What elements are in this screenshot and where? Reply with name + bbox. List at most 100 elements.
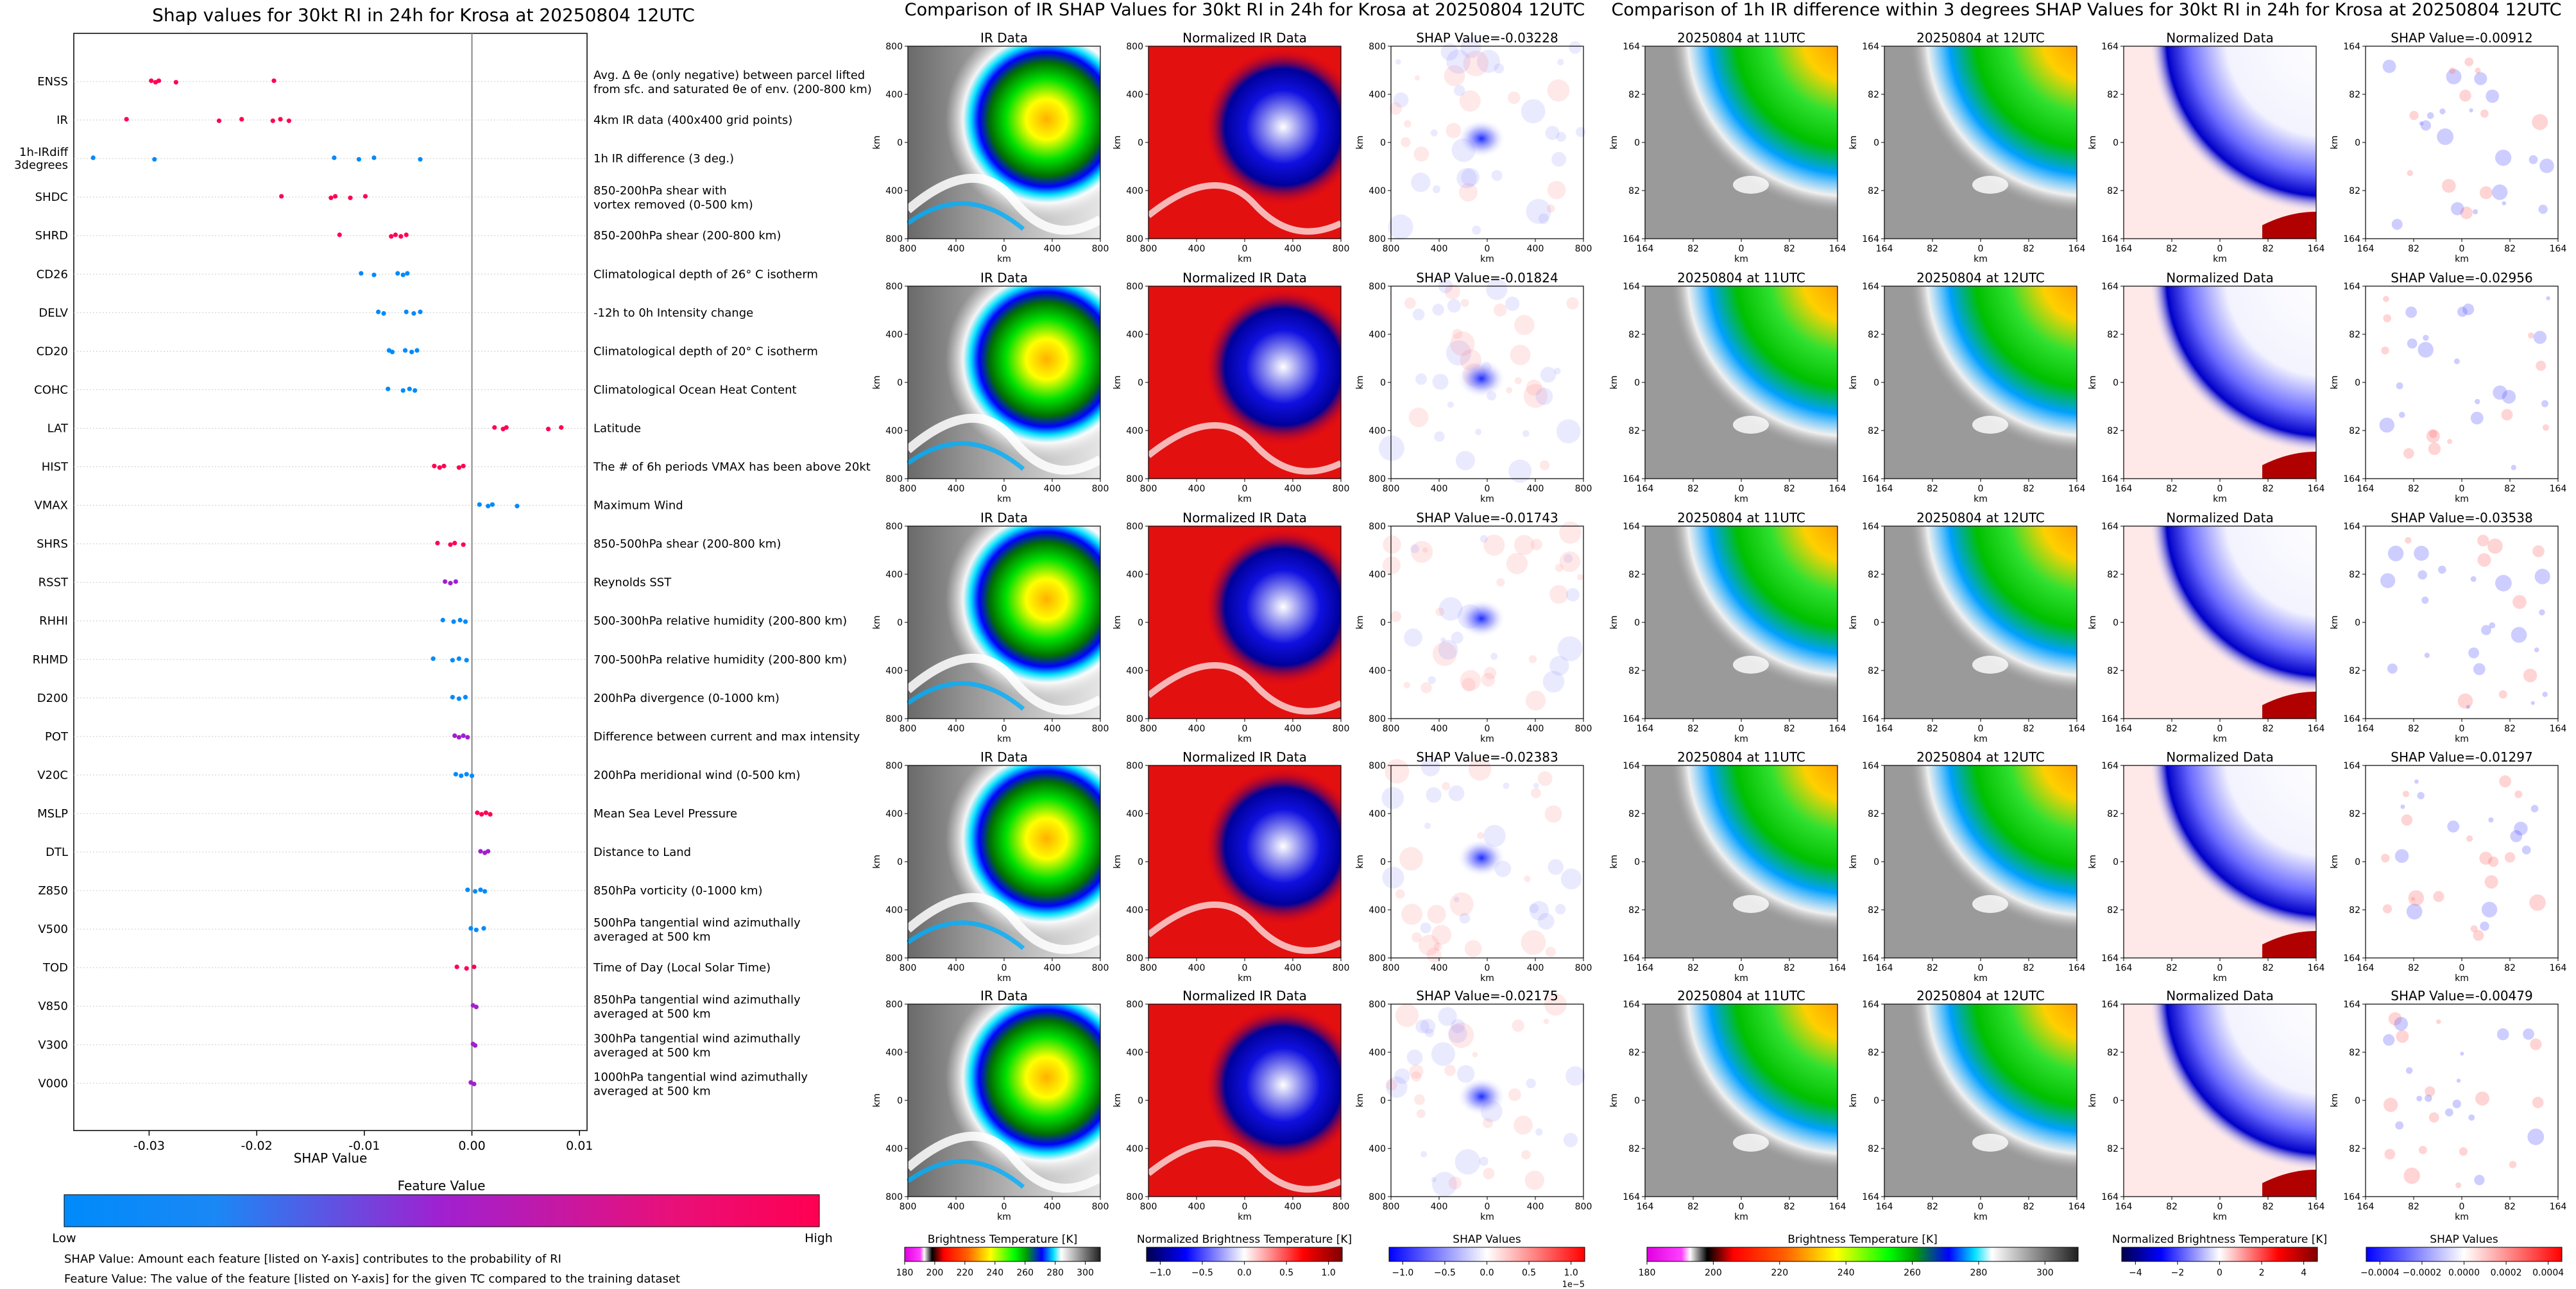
x-tick-label: 800 bbox=[1383, 244, 1400, 254]
y-tick-label: 164 bbox=[2343, 953, 2360, 964]
shap-speckle bbox=[1537, 912, 1555, 930]
y-tick-label: 164 bbox=[1862, 234, 1879, 244]
y-tick-label: 800 bbox=[1126, 1192, 1143, 1202]
colorbar-tick-label: 180 bbox=[896, 1268, 914, 1278]
y-tick-label: 164 bbox=[2101, 1192, 2119, 1202]
x-tick-label: 164 bbox=[2068, 484, 2086, 494]
feature-label: V300 bbox=[38, 1038, 68, 1052]
shap-point bbox=[90, 155, 96, 160]
feature-description: 700-500hPa relative humidity (200-800 km… bbox=[593, 653, 847, 667]
shap-point bbox=[173, 80, 178, 85]
x-tick-label: 0 bbox=[1739, 244, 1744, 254]
irdiff-warm-strip bbox=[2262, 1170, 2316, 1197]
irdiff-shap-speckle bbox=[2387, 545, 2404, 561]
shap-point bbox=[461, 733, 466, 738]
shap-speckle bbox=[1446, 340, 1472, 366]
x-tick-label: 400 bbox=[1431, 1202, 1448, 1212]
colorbar-title: Feature Value bbox=[398, 1178, 486, 1193]
colorbar-tick-label: −0.0002 bbox=[2403, 1268, 2442, 1278]
shap-core bbox=[1457, 1077, 1506, 1116]
x-tick-label: 164 bbox=[2115, 484, 2133, 494]
y-tick-label: 0 bbox=[897, 857, 903, 867]
x-tick-label: 0 bbox=[1002, 1202, 1007, 1212]
y-tick-label: 164 bbox=[2343, 714, 2360, 724]
irdiff-clear-spot bbox=[1733, 416, 1769, 434]
panel-title: Normalized IR Data bbox=[1182, 510, 1307, 525]
shap-speckle bbox=[1563, 1132, 1578, 1147]
shap-speckle bbox=[1510, 345, 1531, 366]
irdiff-shap-speckle bbox=[2394, 849, 2409, 863]
feature-label: RSST bbox=[38, 576, 69, 590]
irdiff-storm-edge bbox=[1645, 765, 1838, 958]
x-tick-label: 82 bbox=[2504, 1202, 2516, 1212]
shap-speckle bbox=[1425, 1028, 1435, 1037]
y-axis-label: km bbox=[1609, 1093, 1619, 1107]
shap-speckle bbox=[1506, 387, 1513, 393]
shap-speckle bbox=[1426, 787, 1442, 803]
shap-speckle bbox=[1438, 640, 1458, 660]
shap-speckle bbox=[1493, 303, 1507, 317]
panel-title: SHAP Value=-0.02383 bbox=[1416, 749, 1558, 765]
irdiff-storm-edge bbox=[1884, 526, 2077, 719]
feature-label: LAT bbox=[47, 422, 69, 435]
irdiff-shap-speckle bbox=[2426, 429, 2440, 443]
y-tick-label: 800 bbox=[1369, 1192, 1386, 1202]
irdiff-clear-spot bbox=[1733, 895, 1769, 913]
shap-speckle bbox=[1440, 43, 1458, 61]
shap-point bbox=[472, 1043, 478, 1048]
x-tick-label: 82 bbox=[2166, 724, 2178, 734]
shap-point bbox=[473, 1004, 479, 1009]
x-tick-label: 0 bbox=[1978, 963, 1984, 973]
y-tick-label: 164 bbox=[1862, 714, 1879, 724]
feature-description: 850hPa vorticity (0-1000 km) bbox=[593, 884, 763, 898]
shap-speckle bbox=[1404, 628, 1422, 647]
y-tick-label: 400 bbox=[1126, 186, 1143, 196]
shap-point bbox=[463, 695, 468, 700]
y-tick-label: 800 bbox=[885, 761, 903, 771]
colorbar-tick-label: −0.0004 bbox=[2360, 1268, 2400, 1278]
y-tick-label: 800 bbox=[1369, 282, 1386, 292]
panel-title: Normalized IR Data bbox=[1182, 270, 1307, 286]
panel-title: 20250804 at 12UTC bbox=[1916, 988, 2045, 1003]
irdiff-shap-speckle bbox=[2523, 669, 2538, 683]
x-tick-label: 82 bbox=[1927, 244, 1938, 254]
irdiff-shap-speckle bbox=[2401, 814, 2413, 826]
shap-speckle bbox=[1442, 781, 1451, 790]
x-axis-label: km bbox=[1480, 1212, 1494, 1222]
irdiff-shap-speckle bbox=[2403, 448, 2414, 459]
shap-point bbox=[453, 579, 458, 585]
x-axis-label: km bbox=[1734, 973, 1748, 984]
shap-point bbox=[478, 887, 483, 892]
feature-label: CD20 bbox=[37, 345, 68, 358]
shap-speckle bbox=[1453, 896, 1460, 903]
irdiff-shap-speckle bbox=[2480, 109, 2489, 118]
colorbar-tick-label: 260 bbox=[1904, 1268, 1921, 1278]
shap-point bbox=[371, 272, 377, 278]
shap-speckle bbox=[1548, 859, 1564, 875]
shap-speckle bbox=[1557, 58, 1564, 65]
irdiff-shap-speckle bbox=[2394, 1016, 2409, 1031]
irdiff-shap-map bbox=[2366, 286, 2558, 479]
colorbar-tick-label: −1.0 bbox=[1149, 1268, 1171, 1278]
y-tick-label: 0 bbox=[1634, 138, 1640, 148]
shap-speckle bbox=[1526, 1078, 1536, 1089]
irdiff-shap-speckle bbox=[2410, 896, 2416, 901]
y-tick-label: 82 bbox=[2349, 809, 2360, 819]
shap-speckle bbox=[1514, 1115, 1533, 1135]
colorbar-tick-label: 2 bbox=[2259, 1268, 2265, 1278]
shap-point bbox=[473, 927, 479, 932]
y-tick-label: 82 bbox=[2107, 666, 2119, 676]
y-tick-label: 800 bbox=[885, 1000, 903, 1010]
x-tick-label: 82 bbox=[1687, 1202, 1699, 1212]
shap-speckle bbox=[1524, 875, 1531, 882]
x-tick-label: 400 bbox=[1188, 484, 1206, 494]
shap-speckle bbox=[1420, 1018, 1436, 1034]
shap-speckle bbox=[1418, 935, 1440, 956]
colorbar-tick-label: 0.0 bbox=[1480, 1268, 1494, 1278]
shap-point bbox=[450, 695, 455, 700]
irdiff-clear-spot bbox=[1972, 895, 2008, 913]
shap-point bbox=[270, 118, 275, 123]
y-tick-label: 800 bbox=[885, 474, 903, 484]
panel-title: Normalized IR Data bbox=[1182, 749, 1307, 765]
irdiff-shap-speckle bbox=[2381, 346, 2389, 355]
